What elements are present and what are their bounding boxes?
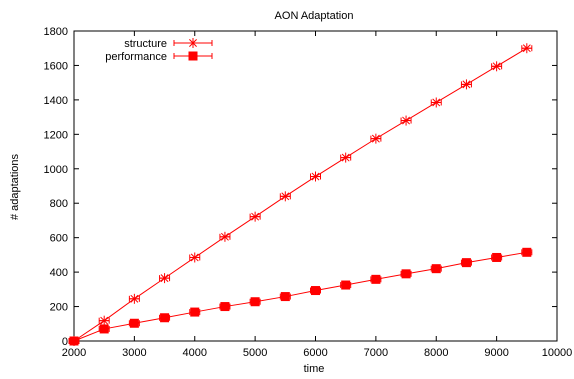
- data-point: [220, 302, 230, 312]
- x-tick-label: 6000: [303, 347, 327, 359]
- data-point: [99, 324, 109, 334]
- data-point: [431, 264, 441, 274]
- series-performance: [68, 247, 533, 346]
- x-axis: 2000 3000 4000 5000 6000 7000 8000 9000 10000: [62, 31, 573, 359]
- data-point: [310, 171, 321, 182]
- y-tick-label: 800: [50, 198, 68, 210]
- y-tick-label: 1400: [44, 95, 68, 107]
- data-point: [69, 336, 79, 346]
- y-tick-label: 1000: [44, 164, 68, 176]
- x-tick-label: 7000: [364, 347, 388, 359]
- data-point: [401, 115, 412, 126]
- y-tick-label: 400: [50, 267, 68, 279]
- legend-marker: [188, 51, 198, 61]
- data-point: [522, 247, 532, 257]
- data-point: [129, 293, 140, 304]
- data-point: [340, 152, 351, 163]
- data-point: [491, 61, 502, 72]
- chart-title: AON Adaptation: [275, 10, 354, 22]
- data-point: [371, 274, 381, 284]
- data-point: [250, 297, 260, 307]
- series-structure: [68, 43, 533, 346]
- data-point: [219, 231, 230, 242]
- data-point: [159, 273, 170, 284]
- data-point: [311, 286, 320, 296]
- data-point: [189, 252, 200, 263]
- legend-marker: [188, 38, 198, 48]
- x-tick-label: 4000: [183, 347, 207, 359]
- legend-label: structure: [124, 38, 167, 50]
- y-tick-label: 200: [50, 302, 68, 314]
- data-point: [431, 97, 442, 108]
- y-tick-label: 600: [50, 233, 68, 245]
- x-tick-label: 8000: [424, 347, 448, 359]
- data-point: [492, 252, 502, 262]
- data-point: [521, 43, 532, 54]
- y-axis-label: # adaptations: [9, 153, 21, 220]
- series-line-structure: [73, 47, 528, 342]
- data-point: [341, 280, 351, 290]
- data-point: [370, 133, 381, 144]
- x-tick-label: 2000: [62, 347, 86, 359]
- series-group: [68, 43, 533, 346]
- data-point: [280, 191, 291, 202]
- data-point: [160, 313, 170, 323]
- data-point: [129, 318, 139, 328]
- y-axis: 0 200 400 600 800 1000 1200 1400 1600 1800: [44, 26, 557, 348]
- data-point: [190, 307, 200, 317]
- data-point: [461, 79, 472, 90]
- x-tick-label: 3000: [122, 347, 146, 359]
- data-point: [461, 258, 471, 268]
- y-tick-label: 1600: [44, 60, 68, 72]
- data-point: [280, 292, 290, 302]
- y-tick-label: 1800: [44, 26, 68, 38]
- data-point: [401, 269, 411, 279]
- legend-label: performance: [105, 51, 167, 63]
- series-line-performance: [73, 251, 527, 342]
- x-axis-label: time: [304, 363, 325, 375]
- x-tick-label: 5000: [243, 347, 267, 359]
- y-tick-label: 0: [62, 336, 68, 348]
- x-tick-label: 9000: [484, 347, 508, 359]
- y-tick-label: 1200: [44, 129, 68, 141]
- x-tick-label: 10000: [542, 347, 573, 359]
- data-point: [250, 211, 261, 222]
- data-point: [99, 315, 110, 326]
